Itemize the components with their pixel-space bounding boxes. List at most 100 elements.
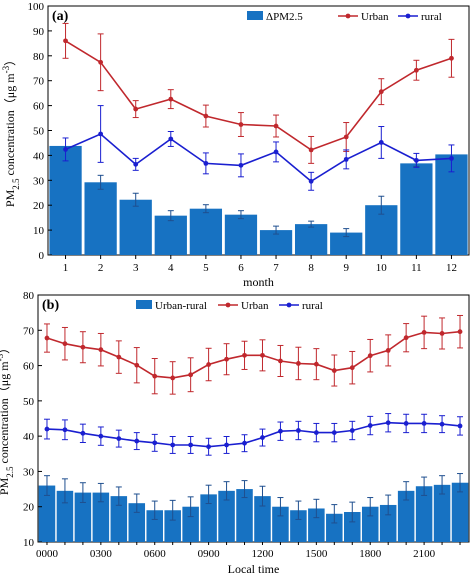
data-point-rural xyxy=(168,136,174,142)
bar-month-0 xyxy=(49,145,82,255)
data-point-urban xyxy=(152,373,158,379)
data-point-rural xyxy=(203,160,209,166)
bar-month-5 xyxy=(224,214,258,255)
x-tick-label: 9 xyxy=(343,262,349,274)
y-axis-label-part: 2.5 xyxy=(5,466,15,478)
data-point-rural xyxy=(313,430,319,436)
data-point-rural xyxy=(385,420,391,426)
data-point-rural xyxy=(457,423,463,429)
y-tick-label: 90 xyxy=(33,26,45,38)
data-point-rural xyxy=(170,442,176,448)
data-point-rural xyxy=(242,440,247,446)
line-series-rural xyxy=(65,133,452,183)
data-point-urban xyxy=(168,96,174,102)
line-series-urban xyxy=(65,40,452,151)
y-axis-label: PM2.5 concentration（μg m-3） xyxy=(0,342,15,495)
data-point-rural xyxy=(224,442,229,448)
legend-label: rural xyxy=(421,11,442,23)
data-point-rural xyxy=(367,423,373,428)
x-tick-label: 8 xyxy=(308,262,314,274)
data-point-rural xyxy=(98,131,104,137)
bar-hour-1 xyxy=(56,490,74,542)
data-point-rural xyxy=(439,421,445,427)
data-point-rural xyxy=(63,147,68,152)
data-point-urban xyxy=(457,329,463,335)
y-axis-label-part: ） xyxy=(3,54,17,66)
x-tick-label: 2 xyxy=(98,262,104,274)
data-point-rural xyxy=(343,156,349,162)
data-point-urban xyxy=(44,335,50,341)
data-point-urban xyxy=(238,122,244,127)
bar-hour-2 xyxy=(74,492,92,542)
data-point-urban xyxy=(116,354,122,360)
data-point-rural xyxy=(403,421,409,426)
data-point-rural xyxy=(188,442,194,448)
y-tick-label: 20 xyxy=(33,200,45,212)
bar-hour-8 xyxy=(182,506,199,542)
bar-month-10 xyxy=(400,163,433,255)
bar-hour-20 xyxy=(397,490,415,542)
x-tick-label: 0900 xyxy=(198,548,221,560)
y-axis-label-part: concentration（μg m xyxy=(0,361,11,467)
y-axis-label-part: concentration（μg m xyxy=(3,73,17,179)
x-tick-label: 7 xyxy=(273,262,279,274)
legend-label: ΔPM2.5 xyxy=(266,11,303,23)
bar-month-7 xyxy=(294,224,328,255)
data-point-rural xyxy=(133,161,139,167)
data-point-rural xyxy=(278,428,283,434)
data-point-urban xyxy=(80,344,86,350)
data-point-urban xyxy=(203,113,209,119)
bar-hour-23 xyxy=(451,482,469,542)
y-tick-label: 80 xyxy=(23,290,35,302)
data-point-urban xyxy=(242,352,247,358)
y-tick-label: 100 xyxy=(28,1,45,13)
x-tick-label: 11 xyxy=(411,262,422,274)
data-point-urban xyxy=(62,341,68,347)
y-tick-label: 50 xyxy=(23,396,35,408)
data-point-rural xyxy=(80,430,86,436)
legend-bar-swatch xyxy=(247,11,263,20)
bar-hour-13 xyxy=(272,506,289,542)
bar-hour-10 xyxy=(218,490,235,542)
bar-hour-12 xyxy=(254,496,271,542)
bar-hour-19 xyxy=(379,504,397,542)
x-tick-label: 5 xyxy=(203,262,209,274)
data-point-urban xyxy=(295,361,301,366)
panel-label: (a) xyxy=(52,9,69,24)
bar-hour-0 xyxy=(38,485,56,542)
legend-bar-swatch xyxy=(136,300,152,309)
data-point-rural xyxy=(378,140,384,145)
data-point-urban xyxy=(378,89,384,95)
y-axis-label-part: 2.5 xyxy=(11,178,21,190)
x-tick-label: 1200 xyxy=(251,548,274,560)
data-point-rural xyxy=(295,428,301,433)
y-tick-label: 80 xyxy=(33,51,45,63)
data-point-urban xyxy=(343,134,349,140)
data-point-rural xyxy=(331,430,337,436)
x-tick-label: 0300 xyxy=(90,548,113,560)
y-tick-label: 40 xyxy=(33,150,45,162)
data-point-urban xyxy=(308,147,314,153)
data-point-rural xyxy=(206,444,212,450)
bar-hour-3 xyxy=(92,492,110,542)
x-tick-label: 2100 xyxy=(413,548,436,560)
bar-hour-18 xyxy=(361,506,379,542)
data-point-rural xyxy=(308,178,314,184)
bar-hour-5 xyxy=(128,503,146,542)
y-tick-label: 70 xyxy=(33,76,45,88)
data-point-urban xyxy=(439,331,445,336)
x-tick-label: 0000 xyxy=(36,548,59,560)
bar-hour-17 xyxy=(344,512,361,542)
data-point-urban xyxy=(367,353,373,359)
x-tick-label: 1800 xyxy=(359,548,382,560)
legend-marker xyxy=(225,302,231,308)
y-axis-label-part: -3 xyxy=(1,65,11,73)
data-point-urban xyxy=(188,372,194,378)
line-series-urban xyxy=(46,330,461,379)
data-point-rural xyxy=(134,438,140,444)
data-point-urban xyxy=(206,362,212,367)
legend-label: Urban xyxy=(241,300,269,312)
y-axis-label: PM2.5 concentration（μg m-3） xyxy=(1,54,21,207)
x-tick-label: 0600 xyxy=(144,548,167,560)
